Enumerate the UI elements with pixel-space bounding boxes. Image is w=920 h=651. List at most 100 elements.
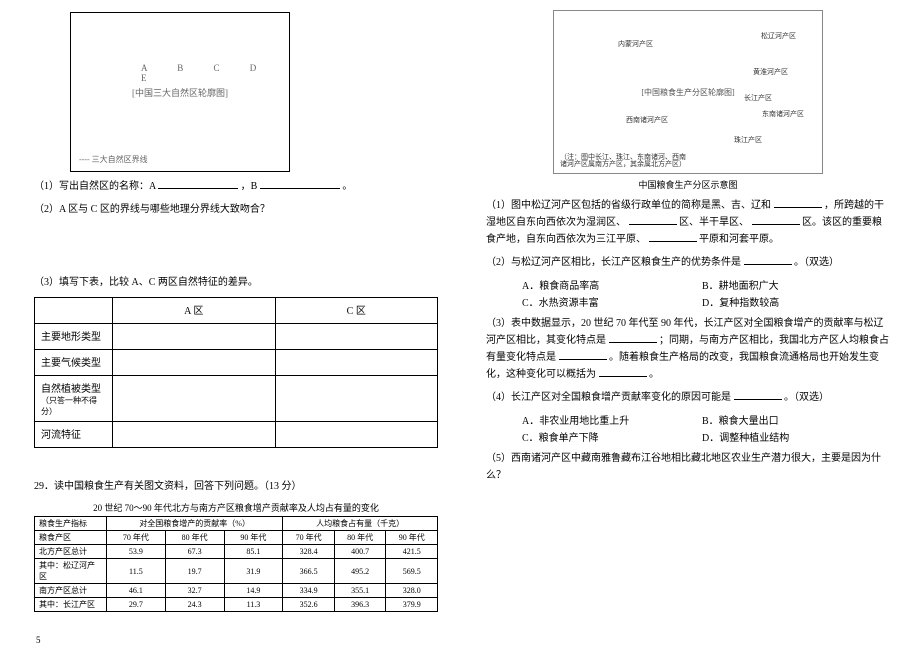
opts4-row1: A．非农业用地比重上升 B．粮食大量出口 — [522, 412, 890, 427]
blank[interactable] — [559, 349, 607, 360]
blank[interactable] — [744, 254, 792, 265]
table-row: 主要气候类型 — [35, 350, 438, 376]
opt-b[interactable]: B．耕地面积广大 — [702, 277, 882, 292]
opt-d[interactable]: D．调整种植业结构 — [702, 429, 882, 444]
blank[interactable] — [599, 366, 647, 377]
q1-line: （1）写出自然区的名称：A ，B 。 — [34, 178, 438, 195]
diff-head-c: C 区 — [275, 298, 438, 324]
q2-answer-space-2[interactable] — [34, 246, 438, 268]
val: 85.1 — [224, 545, 283, 559]
rq3d: 。 — [649, 369, 659, 380]
hdr-region: 粮食产区 — [35, 531, 107, 545]
table-row: 主要地形类型 — [35, 324, 438, 350]
right-map-caption: 中国粮食生产分区示意图 — [486, 178, 890, 191]
hdr-group2: 人均粮食占有量（千克） — [283, 517, 438, 531]
hdr-group1: 对全国粮食增产的贡献率（%） — [107, 517, 283, 531]
val: 334.9 — [283, 584, 335, 598]
val: 19.7 — [165, 559, 224, 584]
grain-hdr1: 粮食生产指标 对全国粮食增产的贡献率（%） 人均粮食占有量（千克） — [35, 517, 438, 531]
rq4: （4）长江产区对全国粮食增产贡献率变化的原因可能是 。（双选） — [486, 389, 890, 406]
opt-c[interactable]: C．粮食单产下降 — [522, 429, 702, 444]
map-placeholder: [中国三大自然区轮廓图] — [132, 86, 228, 99]
map-lbl-ne: 松辽河产区 — [761, 31, 796, 41]
diff-table: A 区 C 区 主要地形类型 主要气候类型 自然植被类型 （只答一种不得分） 河… — [34, 297, 438, 448]
q1-blank-b[interactable] — [260, 178, 340, 189]
val: 31.9 — [224, 559, 283, 584]
map-lbl-cj: 长江产区 — [744, 93, 772, 103]
opt-d[interactable]: D．复种指数较高 — [702, 294, 882, 309]
row-label-note: （只答一种不得分） — [41, 396, 97, 416]
val: 11.3 — [224, 598, 283, 612]
opt-a[interactable]: A．非农业用地比重上升 — [522, 412, 702, 427]
right-column: [中国粮食生产分区轮廓图] 内蒙河产区 松辽河产区 黄淮河产区 长江产区 西南诸… — [460, 0, 920, 651]
diff-header-row: A 区 C 区 — [35, 298, 438, 324]
rq1e: 平原和河套平原。 — [699, 234, 779, 245]
blank[interactable] — [752, 214, 800, 225]
rq3: （3）表中数据显示，20 世纪 70 年代至 90 年代，长江产区对全国粮食增产… — [486, 315, 890, 383]
table-row: 北方产区总计 53.9 67.3 85.1 328.4 400.7 421.5 — [35, 545, 438, 559]
cell-c[interactable] — [275, 422, 438, 448]
val: 421.5 — [386, 545, 438, 559]
blank[interactable] — [629, 214, 677, 225]
blank[interactable] — [649, 231, 697, 242]
rq4-text: （4）长江产区对全国粮食增产贡献率变化的原因可能是 — [486, 392, 731, 403]
q1-prefix: （1）写出自然区的名称：A — [34, 181, 156, 192]
rq4-tail: 。（双选） — [784, 392, 829, 403]
cell-a[interactable] — [113, 350, 276, 376]
page-number: 5 — [36, 635, 41, 645]
three-regions-map: [中国三大自然区轮廓图] A B C D E ---- 三大自然区界线 — [70, 12, 290, 172]
rq2-tail: 。（双选） — [794, 257, 839, 268]
row-lbl: 其中：长江产区 — [35, 598, 107, 612]
row-lbl: 北方产区总计 — [35, 545, 107, 559]
cell-a[interactable] — [113, 324, 276, 350]
map-legend: ---- 三大自然区界线 — [79, 154, 148, 165]
row-label-text: 自然植被类型 — [41, 384, 101, 395]
blank[interactable] — [734, 389, 782, 400]
opt-b[interactable]: B．粮食大量出口 — [702, 412, 882, 427]
q2-line: （2）A 区与 C 区的界线与哪些地理分界线大致吻合？ — [34, 201, 438, 218]
val: 11.5 — [107, 559, 166, 584]
q1-blank-a[interactable] — [158, 178, 238, 189]
blank[interactable] — [774, 197, 822, 208]
table-row: 其中：松辽河产区 11.5 19.7 31.9 366.5 495.2 569.… — [35, 559, 438, 584]
cell-a[interactable] — [113, 422, 276, 448]
dec: 70 年代 — [283, 531, 335, 545]
cell-c[interactable] — [275, 324, 438, 350]
dec: 80 年代 — [334, 531, 386, 545]
val: 379.9 — [386, 598, 438, 612]
map-lbl-se: 东南诸河产区 — [762, 109, 804, 119]
row-label: 主要地形类型 — [35, 324, 113, 350]
cell-c[interactable] — [275, 350, 438, 376]
row-label: 自然植被类型 （只答一种不得分） — [35, 376, 113, 422]
q2-answer-space[interactable] — [34, 224, 438, 246]
cell-a[interactable] — [113, 376, 276, 422]
val: 46.1 — [107, 584, 166, 598]
map-letter-labels: A B C D E — [141, 63, 289, 83]
cell-c[interactable] — [275, 376, 438, 422]
val: 400.7 — [334, 545, 386, 559]
val: 396.3 — [334, 598, 386, 612]
opt-c[interactable]: C．水热资源丰富 — [522, 294, 702, 309]
diff-head-a: A 区 — [113, 298, 276, 324]
left-column: [中国三大自然区轮廓图] A B C D E ---- 三大自然区界线 （1）写… — [0, 0, 460, 651]
map-lbl-zj: 珠江产区 — [734, 135, 762, 145]
val: 328.4 — [283, 545, 335, 559]
table-row: 河流特征 — [35, 422, 438, 448]
dec: 90 年代 — [386, 531, 438, 545]
grain-regions-map: [中国粮食生产分区轮廓图] 内蒙河产区 松辽河产区 黄淮河产区 长江产区 西南诸… — [553, 10, 823, 174]
val: 495.2 — [334, 559, 386, 584]
opts2-row1: A．粮食商品率高 B．耕地面积广大 — [522, 277, 890, 292]
rq2-text: （2）与松辽河产区相比，长江产区粮食生产的优势条件是 — [486, 257, 741, 268]
map-placeholder: [中国粮食生产分区轮廓图] — [641, 87, 734, 98]
opt-a[interactable]: A．粮食商品率高 — [522, 277, 702, 292]
rq1c: 区、半干旱区、 — [679, 217, 749, 228]
opts2-row2: C．水热资源丰富 D．复种指数较高 — [522, 294, 890, 309]
map-note: （注：图中长江、珠江、东南诸河、西南诸河产区属南方产区，其余属北方产区） — [560, 154, 690, 169]
dec: 90 年代 — [224, 531, 283, 545]
val: 67.3 — [165, 545, 224, 559]
val: 14.9 — [224, 584, 283, 598]
val: 53.9 — [107, 545, 166, 559]
rq5: （5）西南诸河产区中藏南雅鲁藏布江谷地相比藏北地区农业生产潜力很大，主要是因为什… — [486, 450, 890, 484]
row-lbl: 南方产区总计 — [35, 584, 107, 598]
blank[interactable] — [609, 332, 657, 343]
